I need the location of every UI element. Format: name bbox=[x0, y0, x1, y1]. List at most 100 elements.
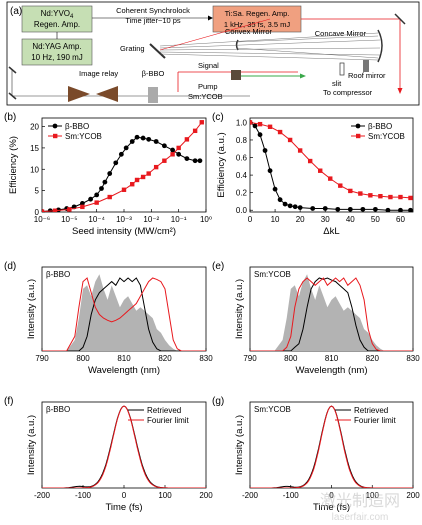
plot-frame-g bbox=[249, 401, 414, 489]
point-c-1-10 bbox=[348, 188, 353, 194]
y-tick-label-c-0: 0.0 bbox=[236, 206, 248, 215]
point-c-0-9 bbox=[292, 204, 298, 210]
point-b-1-10 bbox=[146, 171, 151, 176]
plot-area-b bbox=[42, 120, 204, 212]
x-tick-label-d-0: 790 bbox=[35, 354, 49, 363]
pump-green-arrow bbox=[300, 73, 306, 79]
point-c-1-2 bbox=[267, 124, 273, 129]
point-b-0-22 bbox=[184, 156, 190, 161]
yag-box-subtitle: 10 Hz, 190 mJ bbox=[31, 53, 83, 62]
x-tick-label-b-4: 10⁻² bbox=[143, 215, 159, 224]
pulse-line-f-1 bbox=[42, 405, 206, 488]
point-b-0-6 bbox=[88, 196, 94, 202]
point-c-0-3 bbox=[262, 148, 268, 153]
yag-box bbox=[21, 38, 93, 66]
grating-input-beam bbox=[159, 18, 271, 51]
pump-mirror-bottom bbox=[8, 92, 17, 100]
chart-e: 790 800 810 820 830 Wavelength (nm) Intensity … bbox=[212, 261, 420, 376]
y-tick-label-c-4: 0.8 bbox=[236, 136, 248, 145]
point-c-1-9 bbox=[338, 183, 343, 188]
x-tick-label-e-0: 790 bbox=[243, 354, 257, 363]
panel-label-g: (g) bbox=[212, 396, 224, 407]
x-axis-label-b: Seed intensity (MW/cm²) bbox=[72, 226, 176, 237]
inset-label-g: Sm:YCOB bbox=[254, 405, 291, 414]
panel-label-d: (d) bbox=[4, 261, 16, 272]
point-c-0-16 bbox=[372, 206, 378, 212]
concave-mirror-label: Concave Mirror bbox=[315, 29, 367, 38]
point-c-1-4 bbox=[287, 137, 293, 143]
panel-a: (a) Nd:YVO4 Regen. Amp. Coherent Synchro… bbox=[6, 1, 420, 106]
x-tick-label-c-1: 10 bbox=[271, 215, 280, 224]
point-c-0-8 bbox=[287, 203, 293, 209]
x-tick-label-b-2: 10⁻⁴ bbox=[88, 215, 105, 224]
panel-a-label: (a) bbox=[10, 6, 22, 17]
x-tick-label-b-6: 10⁰ bbox=[200, 215, 212, 224]
point-b-1-8 bbox=[134, 177, 140, 183]
point-b-1-1 bbox=[52, 208, 58, 212]
tisa-box bbox=[212, 5, 302, 33]
plot-area-e bbox=[250, 274, 413, 351]
sync-arrow-head bbox=[208, 15, 213, 21]
y-tick-label-b-4: 20 bbox=[30, 123, 39, 132]
pulse-line-g-1 bbox=[250, 405, 413, 488]
chart-g: -200 -100 0 100 200 Time (fs) Intensity (a.u.)… bbox=[212, 396, 420, 513]
x-tick-label-g-4: 200 bbox=[406, 491, 420, 500]
yvo4-box-subtitle: Regen. Amp. bbox=[34, 20, 80, 29]
point-b-0-10 bbox=[107, 171, 113, 176]
panel-label-e: (e) bbox=[212, 261, 224, 272]
point-b-0-11 bbox=[113, 160, 119, 166]
pump-label: Pump bbox=[198, 82, 218, 91]
y-tick-label-c-2: 0.4 bbox=[236, 171, 248, 180]
pump-mirror-left bbox=[8, 66, 17, 74]
yvo4-box-title: Nd:YVO4 bbox=[41, 9, 74, 20]
y-axis-label-b: Efficiency (%) bbox=[8, 136, 19, 194]
point-c-0-5 bbox=[272, 186, 278, 192]
legend-text-f-0: Retrieved bbox=[147, 406, 181, 415]
point-c-0-14 bbox=[347, 206, 353, 212]
point-b-1-17 bbox=[199, 120, 204, 125]
point-b-0-19 bbox=[161, 143, 167, 149]
plot-area-f bbox=[42, 405, 206, 488]
point-c-1-12 bbox=[368, 193, 373, 198]
x-tick-label-e-4: 830 bbox=[406, 354, 420, 363]
sync-line-2: Time jitter~10 ps bbox=[125, 16, 181, 25]
plot-area-c bbox=[250, 119, 413, 212]
y-axis-label-d: Intensity (a.u.) bbox=[26, 279, 37, 339]
x-tick-label-f-1: -100 bbox=[75, 491, 92, 500]
legend-text-b-0: β-BBO bbox=[65, 122, 89, 131]
point-c-0-12 bbox=[322, 206, 328, 211]
panel-label-f: (f) bbox=[4, 396, 13, 407]
legend-text-g-0: Retrieved bbox=[354, 406, 388, 415]
sm-crystal bbox=[231, 70, 241, 80]
point-c-0-6 bbox=[277, 197, 283, 203]
y-tick-label-b-2: 10 bbox=[30, 165, 39, 174]
point-b-0-18 bbox=[153, 139, 159, 144]
point-c-1-7 bbox=[318, 168, 323, 173]
point-c-0-4 bbox=[267, 168, 273, 174]
stretcher-rays bbox=[159, 32, 381, 61]
x-tick-label-f-0: -200 bbox=[34, 491, 51, 500]
x-tick-label-c-5: 50 bbox=[371, 215, 380, 224]
y-axis-label-g: Intensity (a.u.) bbox=[234, 415, 245, 475]
x-tick-label-c-3: 30 bbox=[321, 215, 330, 224]
x-axis-label-e: Wavelength (nm) bbox=[296, 365, 368, 376]
point-c-0-1 bbox=[252, 123, 258, 129]
point-c-1-8 bbox=[328, 176, 333, 181]
x-tick-label-e-3: 820 bbox=[366, 354, 380, 363]
plot-frame-c bbox=[249, 117, 414, 213]
y-axis-label-f: Intensity (a.u.) bbox=[26, 415, 37, 475]
point-c-0-7 bbox=[282, 201, 288, 207]
watermark: 激光制造网 laserfair.com bbox=[320, 492, 400, 523]
x-tick-label-g-1: -100 bbox=[283, 491, 300, 500]
slit-label: slit bbox=[332, 79, 342, 88]
y-tick-label-c-1: 0.2 bbox=[236, 189, 248, 198]
point-c-1-0 bbox=[250, 120, 253, 125]
concave-mirror bbox=[377, 29, 383, 63]
bbo-crystal-label: β-BBO bbox=[142, 69, 165, 78]
spectrum-line-d-red bbox=[42, 277, 206, 351]
point-b-0-21 bbox=[176, 151, 182, 157]
image-relay-label: Image relay bbox=[79, 69, 118, 78]
compressor-arrow-head bbox=[397, 88, 403, 94]
point-c-1-14 bbox=[388, 194, 393, 200]
